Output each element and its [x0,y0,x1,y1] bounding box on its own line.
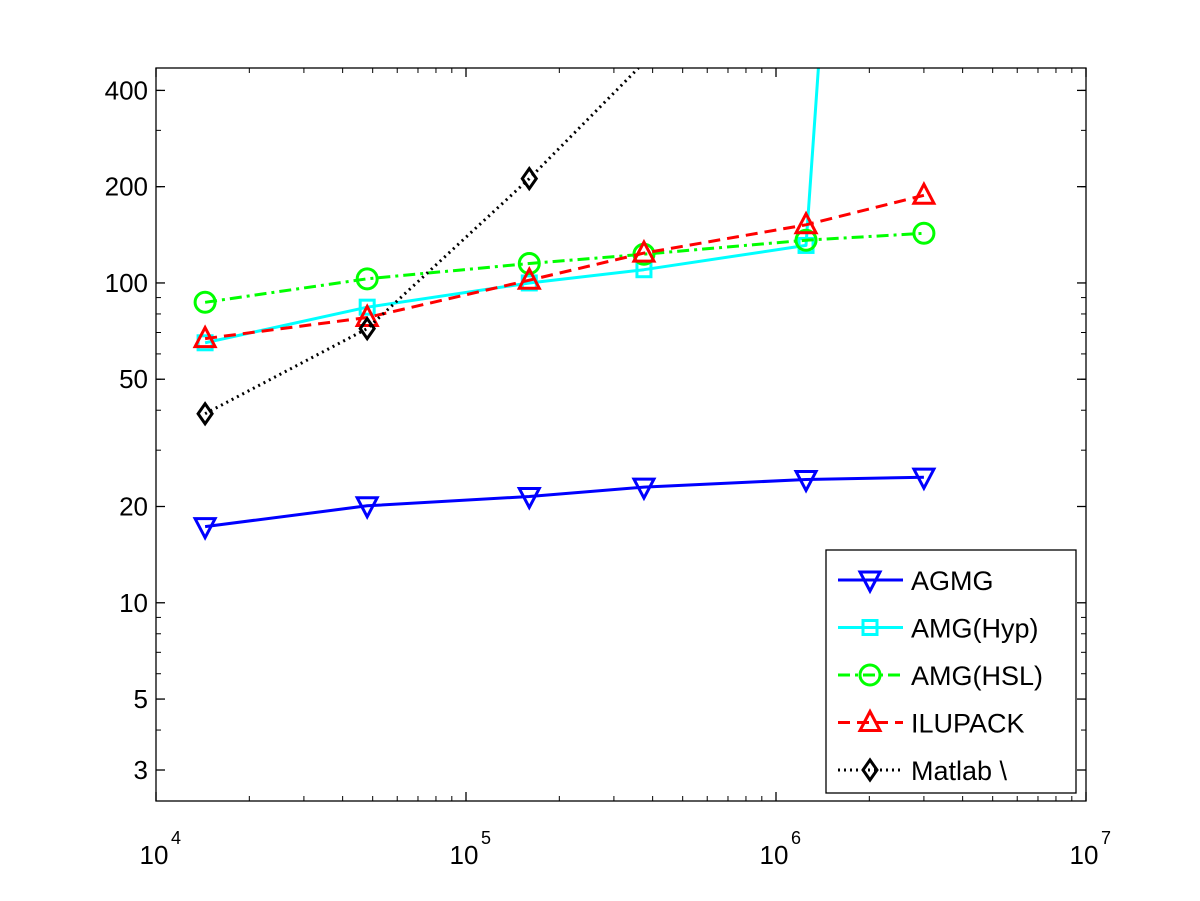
data-point [354,496,380,521]
data-point [794,228,818,252]
legend-entry: AGMG [838,566,994,596]
data-point [793,210,819,235]
legend-label: AGMG [911,566,994,596]
y-tick-label: 100 [105,268,148,298]
legend-entry: AMG(HSL) [838,661,1043,691]
legend-entry: ILUPACK [838,708,1025,739]
data-point [793,469,819,494]
legend-marker [861,619,879,636]
x-tick-label: 10 [1070,840,1099,870]
data-point [912,221,936,245]
x-tick-exponent: 7 [1101,828,1111,848]
y-tick-label: 50 [119,364,148,394]
legend-marker [857,708,883,732]
legend-entry: AMG(Hyp) [838,614,1039,644]
series-line [204,68,640,416]
data-point [631,477,657,502]
y-tick-label: 10 [119,588,148,618]
x-tick-exponent: 6 [791,828,801,848]
y-tick-label: 5 [134,684,148,714]
x-tick-exponent: 5 [481,828,491,848]
data-point [354,303,380,327]
data-point [516,486,542,511]
data-point [358,315,377,342]
legend-label: Matlab \ [911,756,1008,786]
series-line [204,193,925,341]
x-tick-exponent: 4 [171,828,181,848]
series-1 [192,467,937,541]
series-line [204,475,924,529]
legend: AGMG AMG(Hyp) AMG(HSL) ILUPACK Matlab \ [825,549,1077,794]
y-tick-label: 20 [119,492,148,522]
legend-label: AMG(HSL) [911,661,1043,691]
legend-entry: Matlab \ [838,756,1008,786]
y-tick-label: 3 [134,755,148,785]
x-tick-label: 10 [760,840,789,870]
series-5 [196,68,640,427]
data-point [911,467,937,492]
y-tick-label: 200 [105,172,148,202]
data-point [520,165,539,192]
data-point [517,252,541,276]
data-point [192,517,218,541]
data-point [911,181,937,205]
data-point [358,298,376,316]
legend-box [825,549,1077,794]
legend-marker [858,663,882,687]
legend-marker [857,570,883,595]
series-layer [192,68,937,541]
data-point [355,267,379,291]
data-point [192,324,218,349]
x-tick-label: 10 [450,840,479,870]
legend-marker [861,757,879,783]
data-point [631,238,657,263]
y-tick-label: 400 [105,75,148,105]
legend-label: ILUPACK [911,709,1025,739]
data-point [516,265,542,290]
series-4 [192,181,937,349]
legend-label: AMG(Hyp) [911,614,1039,644]
data-point [196,401,214,427]
plot-frame [155,67,1087,802]
data-point [193,290,217,314]
x-tick-label: 10 [140,840,169,870]
series-line [204,231,924,304]
